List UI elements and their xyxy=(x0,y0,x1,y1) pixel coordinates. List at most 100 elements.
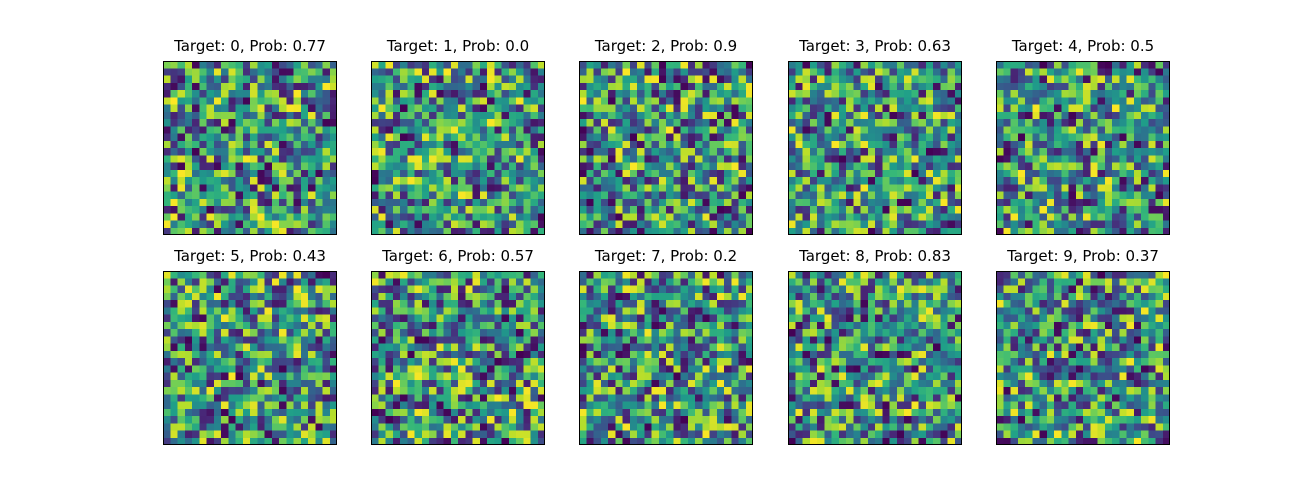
heatmap-cell xyxy=(680,162,689,171)
heatmap-cell xyxy=(745,394,753,402)
heatmap-cell xyxy=(716,416,725,424)
heatmap-cell xyxy=(1010,133,1019,142)
heatmap-cell xyxy=(177,119,186,127)
heatmap-cell xyxy=(853,169,861,178)
heatmap-cell xyxy=(911,300,919,308)
heatmap-cell xyxy=(651,206,660,214)
heatmap-cell xyxy=(221,206,229,214)
heatmap-cell xyxy=(838,119,847,127)
heatmap-cell xyxy=(378,126,386,134)
heatmap-cell xyxy=(658,227,667,235)
heatmap-cell xyxy=(724,292,732,301)
heatmap-cell xyxy=(846,184,854,192)
heatmap-cell xyxy=(378,227,386,235)
heatmap-cell xyxy=(673,227,681,235)
heatmap-cell xyxy=(918,75,927,84)
heatmap-cell xyxy=(1032,191,1040,200)
heatmap-cell xyxy=(271,394,280,402)
heatmap-cell xyxy=(329,61,337,69)
heatmap-cell xyxy=(308,148,316,156)
heatmap-cell xyxy=(1155,162,1164,171)
heatmap-cell xyxy=(745,111,753,120)
heatmap-cell xyxy=(1141,90,1149,98)
heatmap-cell xyxy=(1032,97,1040,105)
heatmap-cell xyxy=(1112,140,1120,149)
heatmap-cell xyxy=(385,343,394,352)
heatmap-cell xyxy=(687,140,696,149)
heatmap-cell xyxy=(709,416,718,424)
heatmap-cell xyxy=(199,329,207,337)
heatmap-cell xyxy=(472,379,481,388)
heatmap-cell xyxy=(429,148,437,156)
heatmap-cell xyxy=(911,90,919,98)
heatmap-cell xyxy=(235,350,244,359)
heatmap-cell xyxy=(508,329,517,337)
heatmap-cell xyxy=(206,365,215,373)
heatmap-cell xyxy=(637,372,645,381)
heatmap-cell xyxy=(400,408,408,417)
heatmap-cell xyxy=(300,423,309,431)
heatmap-cell xyxy=(371,372,379,381)
heatmap-cell xyxy=(472,300,481,308)
heatmap-cell xyxy=(242,213,251,221)
heatmap-cell xyxy=(508,401,517,410)
heatmap-cell xyxy=(904,104,912,113)
heatmap-cell xyxy=(853,300,861,308)
heatmap-cell xyxy=(177,68,186,76)
heatmap-cell xyxy=(687,387,696,395)
heatmap-cell xyxy=(831,285,840,294)
panel-title-2: Target: 2, Prob: 0.9 xyxy=(594,37,738,55)
heatmap-cell xyxy=(1104,82,1113,91)
heatmap-cell xyxy=(896,285,905,294)
heatmap-cell xyxy=(329,358,337,366)
heatmap-cell xyxy=(308,401,316,410)
heatmap-cell xyxy=(213,379,222,388)
heatmap-cell xyxy=(184,278,193,286)
heatmap-cell xyxy=(889,321,898,330)
heatmap-cell xyxy=(709,314,718,323)
heatmap-cell xyxy=(925,271,934,279)
heatmap-cell xyxy=(501,191,510,200)
heatmap-cell xyxy=(392,285,401,294)
heatmap-cell xyxy=(378,423,386,431)
heatmap-cell xyxy=(257,423,265,431)
heatmap-cell xyxy=(300,177,309,185)
heatmap-cell xyxy=(860,184,869,192)
heatmap-cell xyxy=(731,387,739,395)
heatmap-cell xyxy=(479,358,488,366)
heatmap-cell xyxy=(279,177,287,185)
heatmap-cell xyxy=(329,423,337,431)
heatmap-cell xyxy=(600,177,609,185)
heatmap-cell xyxy=(695,336,703,344)
heatmap-cell xyxy=(586,119,594,127)
heatmap-cell xyxy=(680,285,689,294)
heatmap-cell xyxy=(615,75,623,84)
heatmap-cell xyxy=(1032,126,1040,134)
heatmap-cell xyxy=(184,148,193,156)
heatmap-cell xyxy=(644,285,652,294)
heatmap-cell xyxy=(228,68,236,76)
heatmap-cell xyxy=(709,90,718,98)
heatmap-cell xyxy=(731,162,739,171)
heatmap-cell xyxy=(235,184,244,192)
heatmap-cell xyxy=(250,365,258,373)
heatmap-cell xyxy=(795,126,803,134)
heatmap-cell xyxy=(695,97,703,105)
heatmap-cell xyxy=(947,119,956,127)
heatmap-cell xyxy=(329,379,337,388)
heatmap-cell xyxy=(279,111,287,120)
heatmap-cell xyxy=(867,177,876,185)
heatmap-cell xyxy=(308,365,316,373)
heatmap-cell xyxy=(802,140,811,149)
heatmap-cell xyxy=(465,162,473,171)
heatmap-cell xyxy=(579,82,587,91)
heatmap-cell xyxy=(1162,177,1170,185)
heatmap-cell xyxy=(436,206,444,214)
heatmap-cell xyxy=(163,140,171,149)
heatmap-cell xyxy=(846,104,854,113)
heatmap-cell xyxy=(450,97,459,105)
heatmap-cell xyxy=(385,408,394,417)
heatmap-cell xyxy=(407,97,415,105)
heatmap-cell xyxy=(925,169,934,178)
heatmap-cell xyxy=(501,394,510,402)
